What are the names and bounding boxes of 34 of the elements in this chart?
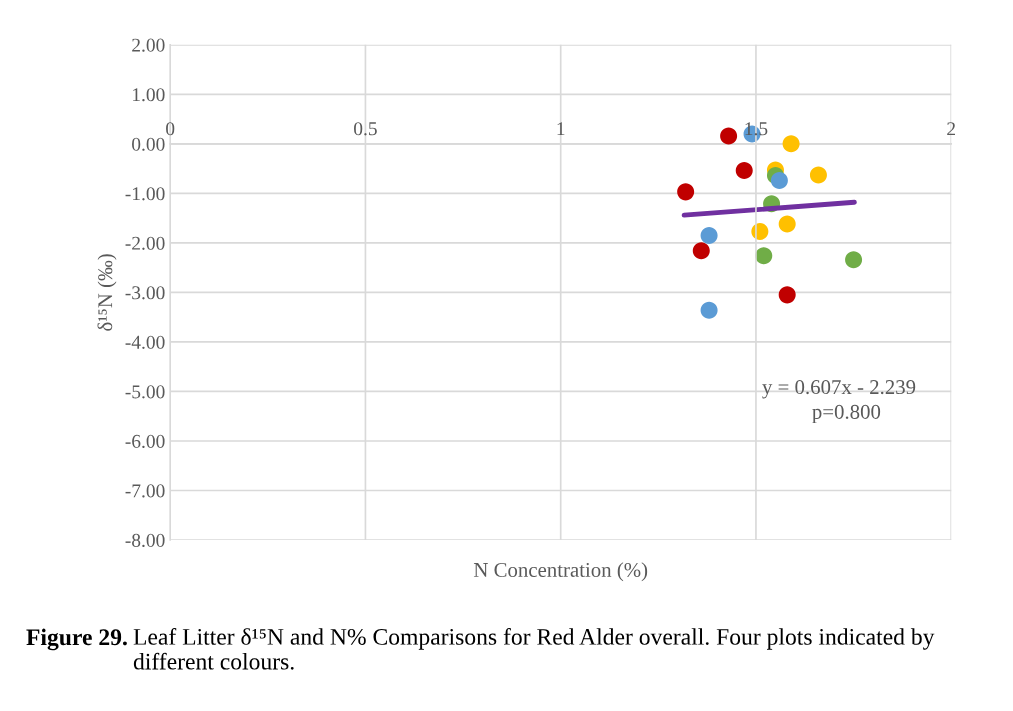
point (809, 166, 827, 184)
y-tick-label: -7.00 (125, 484, 165, 498)
point (700, 301, 718, 319)
annotation: p=0.800 (812, 404, 881, 424)
y-tick-label: -2.00 (125, 236, 165, 250)
text: Leaf Litter δ¹⁵N and N% Comparisons for Red Alder overall. Four plots indicated by different colours. (133, 628, 935, 670)
point (700, 226, 718, 244)
point (782, 135, 800, 153)
point (755, 247, 773, 265)
x-tick-label: 0 (166, 122, 175, 136)
point (845, 251, 863, 269)
annotation: y = 0.607x - 2.239 (762, 380, 916, 399)
point (770, 171, 788, 189)
y-tick-label: 1.00 (133, 88, 165, 102)
y-tick-label: 2.00 (132, 38, 165, 52)
x-tick-label: 0.5 (354, 122, 377, 136)
x-tick-label: 1 (557, 122, 565, 136)
y-tick-label: -4.00 (125, 335, 165, 349)
point (692, 242, 710, 260)
y-tick-label: -5.00 (125, 385, 165, 399)
point (735, 162, 753, 180)
x-tick-label: 2 (947, 122, 955, 136)
y-tick-label: 0.00 (132, 137, 165, 151)
point (677, 183, 695, 201)
y-tick-label: -6.00 (125, 434, 165, 448)
x-axis-title: N Concentration (%) (473, 562, 648, 582)
y-axis-title: δ¹⁵N (‰) (97, 254, 117, 331)
point (720, 127, 738, 145)
caption: Figure 29. (26, 628, 127, 651)
y-tick-label: -8.00 (125, 533, 165, 548)
y-tick-label: -3.00 (125, 286, 165, 300)
point (778, 215, 796, 233)
point (778, 286, 796, 304)
y-tick-label: -1.00 (125, 187, 165, 201)
